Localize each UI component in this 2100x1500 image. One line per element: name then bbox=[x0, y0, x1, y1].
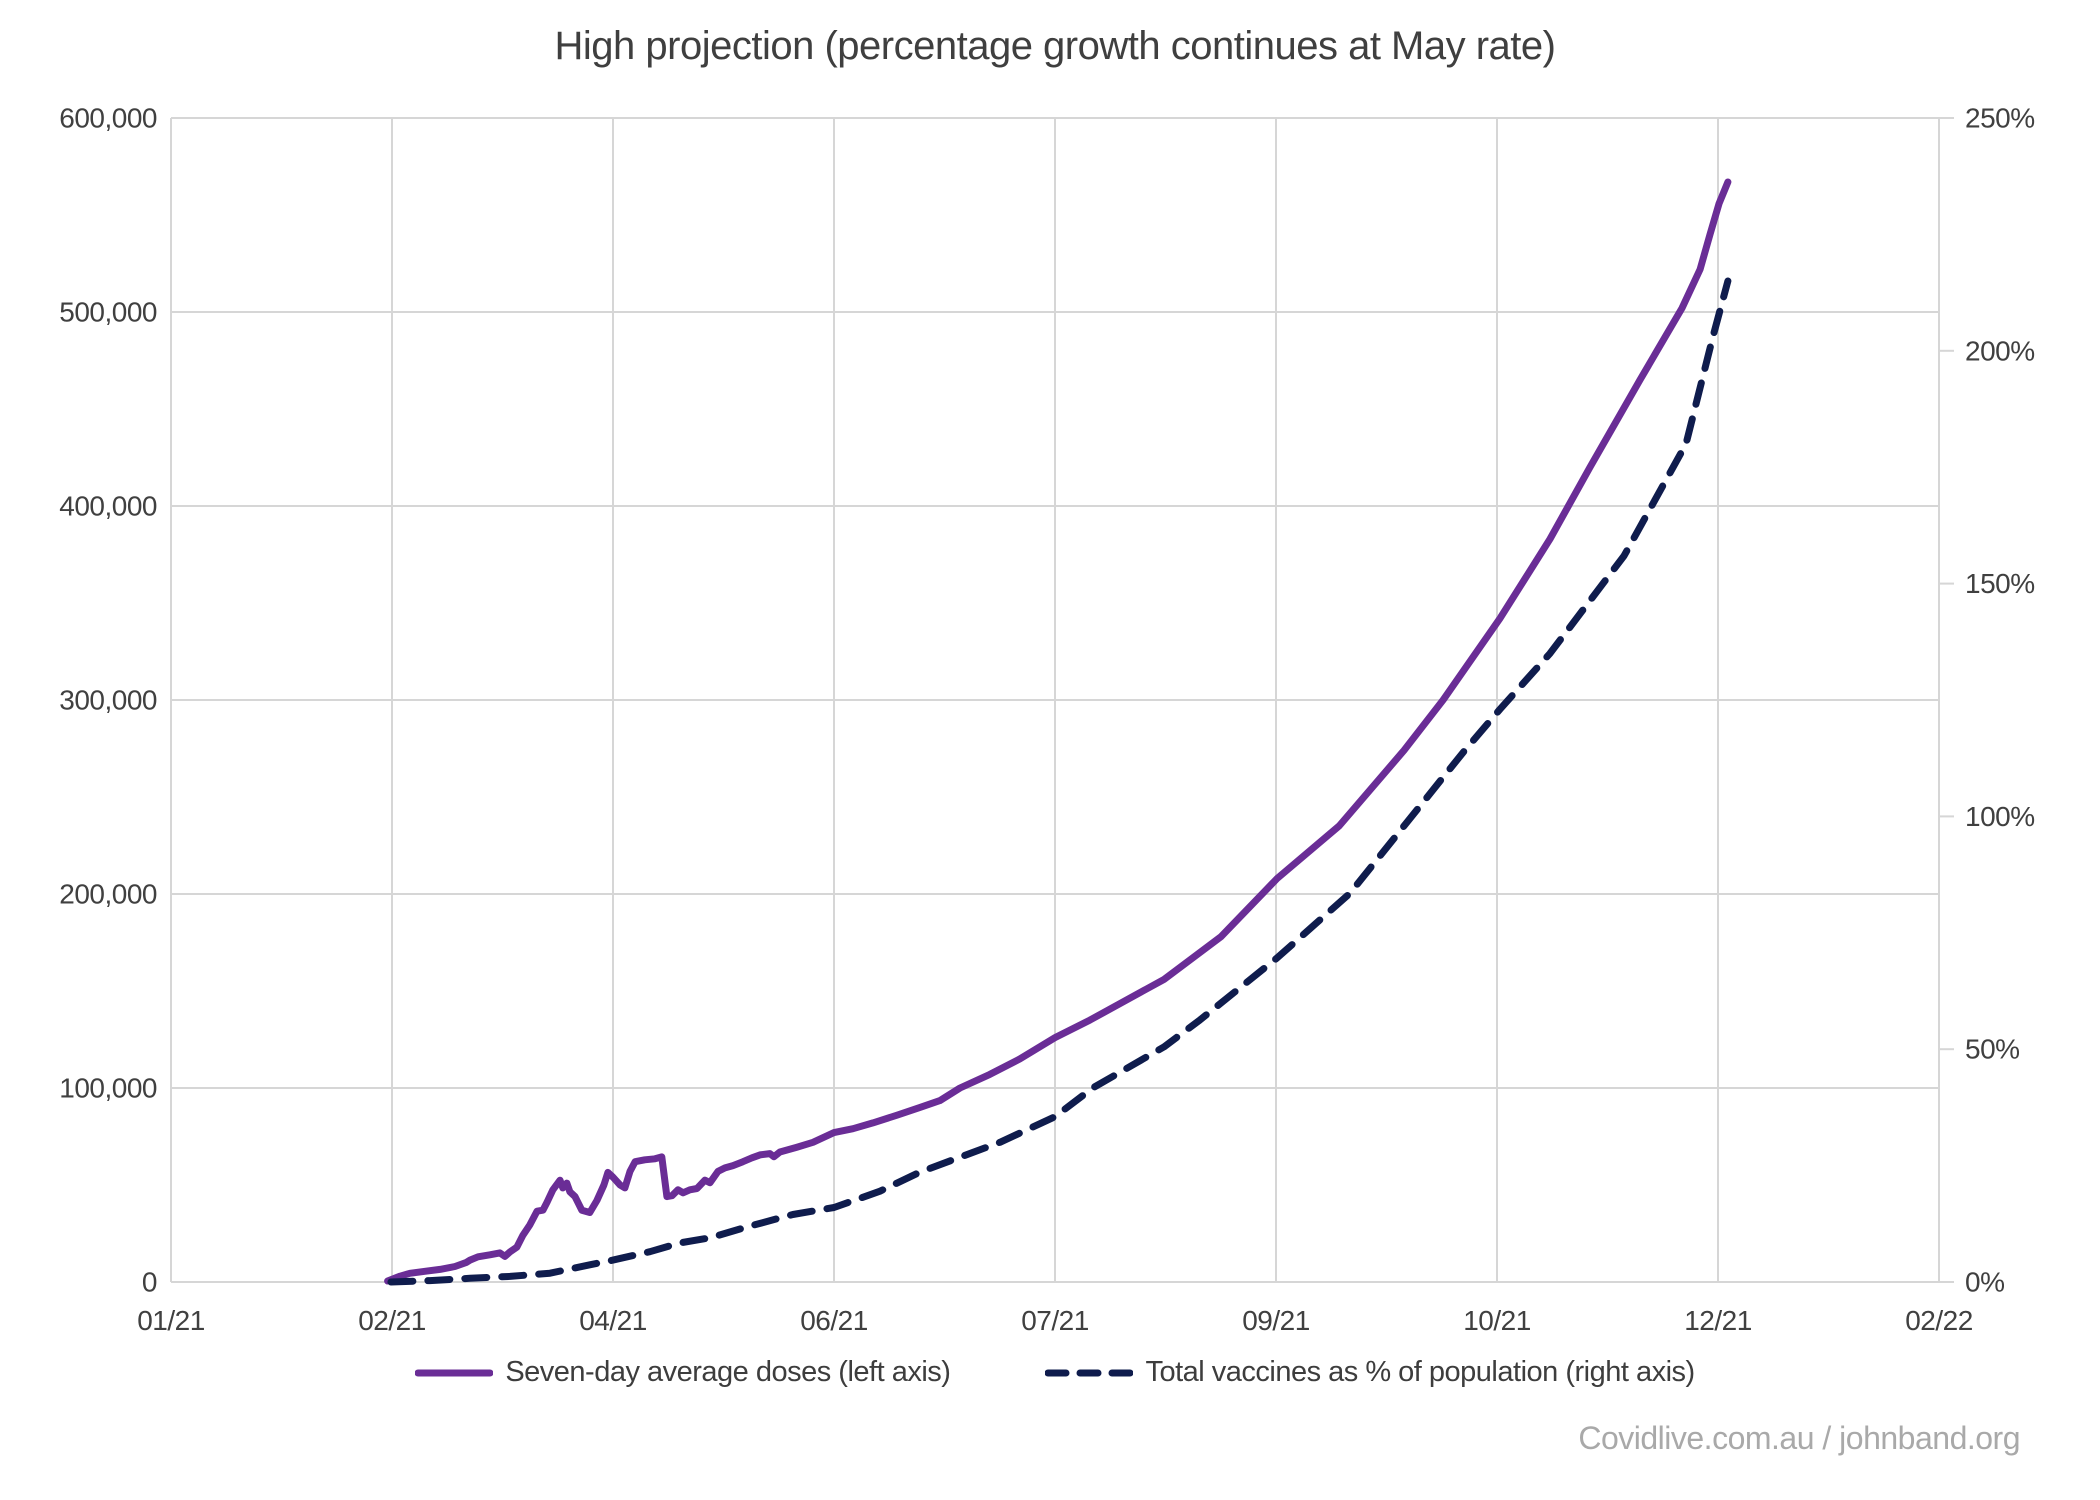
x-axis-tick-label: 07/21 bbox=[1021, 1305, 1089, 1336]
chart-title: High projection (percentage growth conti… bbox=[554, 24, 1556, 68]
left-axis-tick-label: 400,000 bbox=[59, 491, 157, 522]
x-axis-tick-label: 10/21 bbox=[1463, 1305, 1531, 1336]
legend: Seven-day average doses (left axis) Tota… bbox=[171, 1356, 1939, 1389]
left-axis-tick-label: 100,000 bbox=[59, 1073, 157, 1104]
right-axis-tick-label: 0% bbox=[1965, 1267, 2004, 1298]
right-axis-tick-label: 250% bbox=[1965, 103, 2035, 134]
x-axis-tick-label: 09/21 bbox=[1242, 1305, 1310, 1336]
right-axis-tick-label: 200% bbox=[1965, 335, 2035, 366]
x-axis-tick-label: 04/21 bbox=[579, 1305, 647, 1336]
left-axis-tick-label: 300,000 bbox=[59, 685, 157, 716]
x-axis-tick-label: 02/21 bbox=[358, 1305, 426, 1336]
left-axis-tick-label: 500,000 bbox=[59, 297, 157, 328]
x-axis-tick-label: 06/21 bbox=[800, 1305, 868, 1336]
x-axis-tick-label: 01/21 bbox=[137, 1305, 205, 1336]
x-axis-tick-label: 12/21 bbox=[1684, 1305, 1752, 1336]
legend-swatch-dashed-line bbox=[1045, 1369, 1134, 1376]
left-axis-tick-label: 200,000 bbox=[59, 879, 157, 910]
legend-label-percent: Total vaccines as % of population (right… bbox=[1145, 1356, 1695, 1388]
right-axis-tick-label: 50% bbox=[1965, 1034, 2020, 1065]
x-axis-tick-label: 02/22 bbox=[1905, 1305, 1973, 1336]
left-axis-tick-label: 600,000 bbox=[59, 103, 157, 134]
legend-item-doses: Seven-day average doses (left axis) bbox=[415, 1356, 951, 1389]
series-line-doses bbox=[384, 178, 1732, 1285]
legend-label-doses: Seven-day average doses (left axis) bbox=[505, 1356, 951, 1388]
legend-swatch-solid-line bbox=[415, 1369, 494, 1376]
left-axis-tick-label: 0 bbox=[142, 1267, 157, 1298]
footer-credit: Covidlive.com.au / johnband.org bbox=[1578, 1420, 2020, 1456]
right-axis-tick-label: 100% bbox=[1965, 801, 2035, 832]
legend-item-percent: Total vaccines as % of population (right… bbox=[1045, 1356, 1695, 1389]
series-line-percent bbox=[387, 277, 1732, 1286]
right-axis-tick-label: 150% bbox=[1965, 568, 2035, 599]
